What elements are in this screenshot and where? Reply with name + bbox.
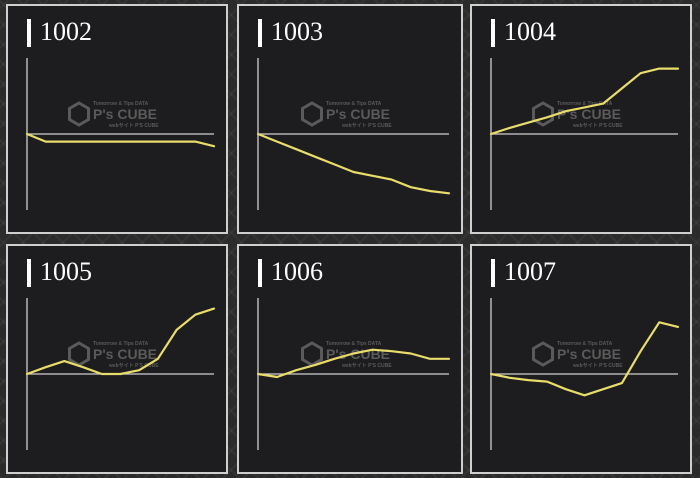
- watermark-logo-icon: [532, 341, 554, 367]
- series-line: [489, 67, 680, 136]
- chart-panel-1002: 1002 Tomorrow & Tips DATA P's CUBE webサイト P…: [6, 4, 228, 234]
- watermark-subtitle: webサイト P'S CUBE: [572, 363, 623, 369]
- chart-panel-1006: 1006 Tomorrow & Tips DATA P's CUBE webサイト P…: [237, 244, 463, 474]
- chart-title: 1003: [271, 17, 323, 46]
- chart-panel-1007: 1007 Tomorrow & Tips DATA P's CUBE webサイト P…: [470, 244, 692, 474]
- watermark-logo-icon: [301, 341, 323, 367]
- chart-panel-1003: 1003 Tomorrow & Tips DATA P's CUBE webサイト P…: [237, 4, 463, 234]
- title-marker: [258, 19, 262, 47]
- title-marker: [491, 259, 495, 287]
- watermark-subtitle: webサイト P'S CUBE: [572, 123, 623, 129]
- chart-title: 1004: [504, 17, 556, 46]
- watermark-subtitle: webサイト P'S CUBE: [341, 363, 392, 369]
- watermark-tagline: Tomorrow & Tips DATA: [326, 101, 382, 107]
- series-line: [256, 132, 451, 195]
- watermark-subtitle: webサイト P'S CUBE: [108, 123, 159, 129]
- watermark-tagline: Tomorrow & Tips DATA: [557, 341, 613, 347]
- watermark-brand: P's CUBE: [93, 346, 157, 362]
- watermark-logo-icon: [68, 341, 90, 367]
- watermark-tagline: Tomorrow & Tips DATA: [93, 341, 149, 347]
- watermark-logo-icon: [301, 101, 323, 127]
- title-marker: [491, 19, 495, 47]
- watermark-tagline: Tomorrow & Tips DATA: [557, 101, 613, 107]
- chart-title: 1007: [504, 257, 556, 286]
- watermark-tagline: Tomorrow & Tips DATA: [93, 101, 149, 107]
- watermark-subtitle: webサイト P'S CUBE: [341, 123, 392, 129]
- watermark-brand: P's CUBE: [557, 106, 621, 122]
- series-line: [25, 307, 216, 376]
- watermark-logo-icon: [68, 101, 90, 127]
- chart-title: 1006: [271, 257, 323, 286]
- series-line: [256, 348, 451, 379]
- chart-panel-1004: 1004 Tomorrow & Tips DATA P's CUBE webサイト P…: [470, 4, 692, 234]
- series-line: [489, 321, 680, 397]
- watermark-brand: P's CUBE: [557, 346, 621, 362]
- watermark-brand: P's CUBE: [326, 106, 390, 122]
- title-marker: [27, 19, 31, 47]
- chart-title: 1005: [40, 257, 92, 286]
- title-marker: [27, 259, 31, 287]
- watermark-tagline: Tomorrow & Tips DATA: [326, 341, 382, 347]
- title-marker: [258, 259, 262, 287]
- chart-panel-1005: 1005 Tomorrow & Tips DATA P's CUBE webサイト P…: [6, 244, 228, 474]
- series-line: [25, 132, 216, 148]
- chart-title: 1002: [40, 17, 92, 46]
- watermark-logo-icon: [532, 101, 554, 127]
- watermark-subtitle: webサイト P'S CUBE: [108, 363, 159, 369]
- watermark-brand: P's CUBE: [93, 106, 157, 122]
